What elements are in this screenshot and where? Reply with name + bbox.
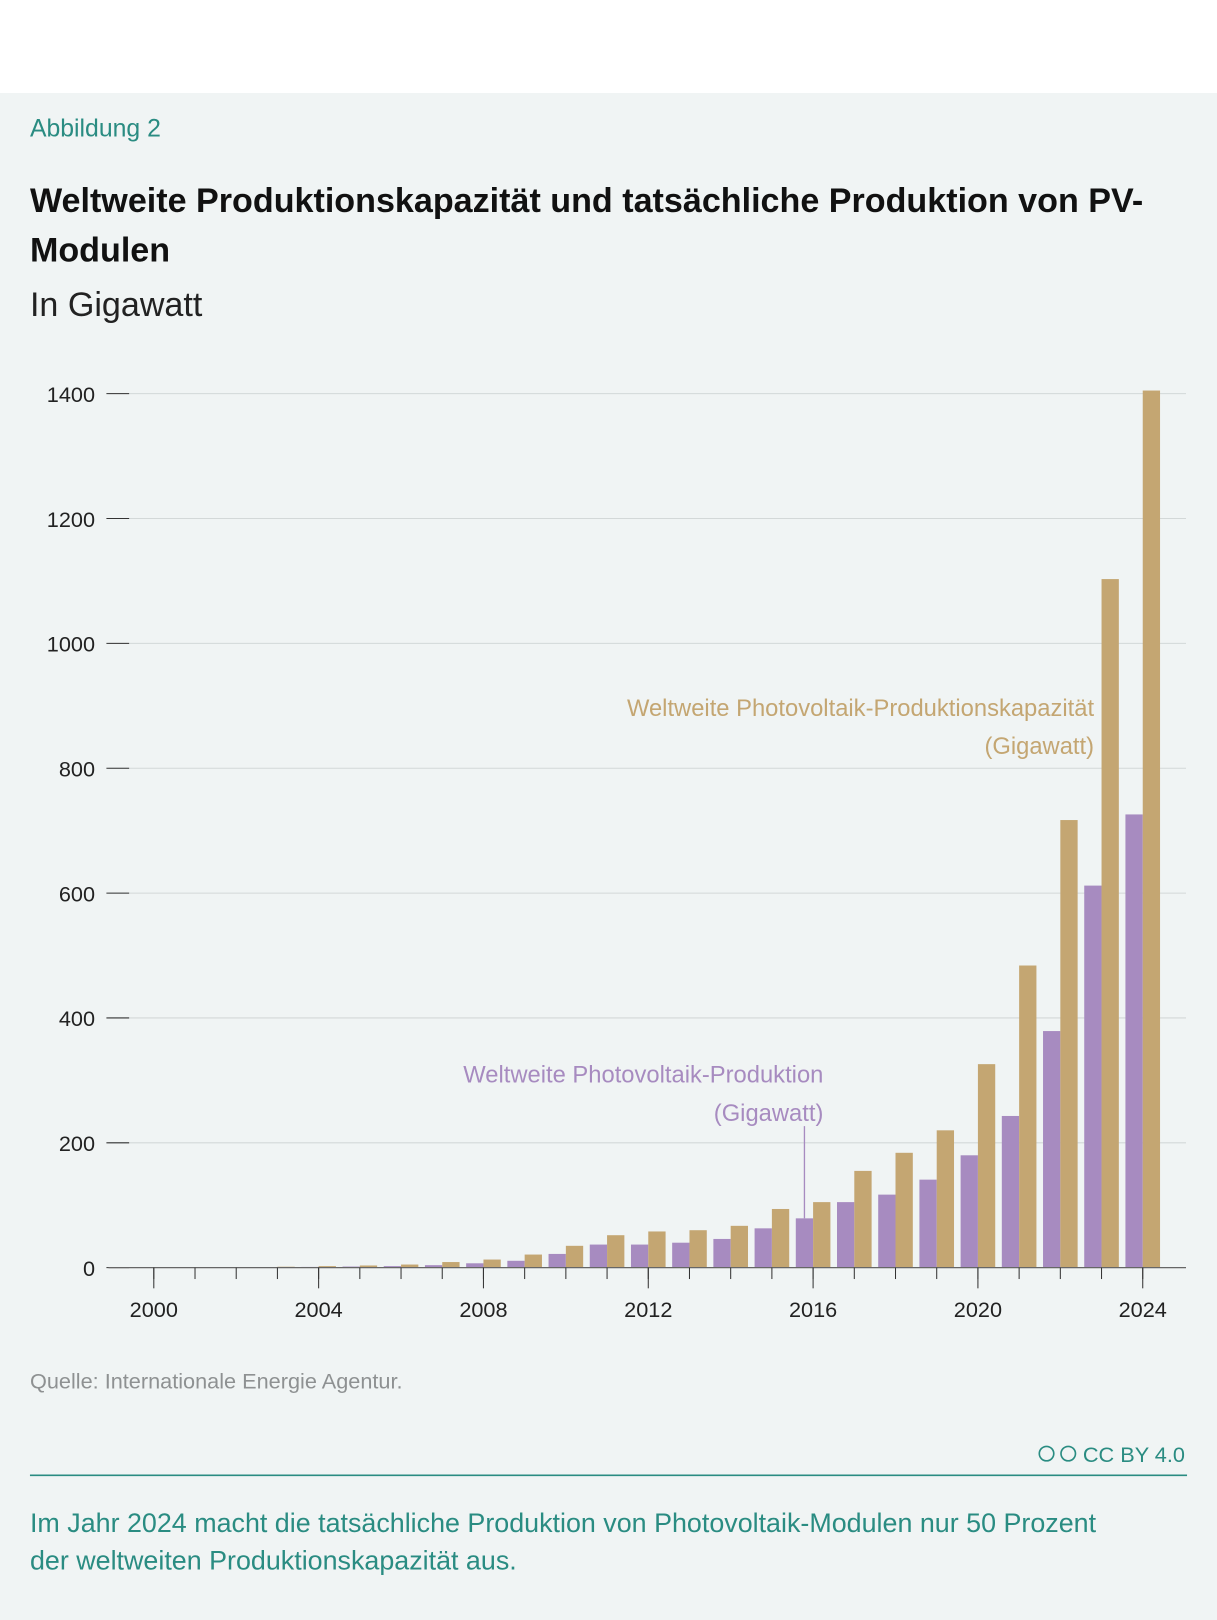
bar [524, 1254, 542, 1268]
bar [672, 1242, 690, 1268]
y-tick-label: 800 [59, 756, 95, 781]
x-tick-label: 2012 [624, 1297, 672, 1322]
legend-entry: Weltweite Photovoltaik-Produktion (Gigaw… [463, 1061, 824, 1127]
bar [483, 1259, 501, 1268]
y-tick-label: 400 [59, 1006, 95, 1031]
bar [424, 1265, 443, 1268]
bar [754, 1228, 772, 1268]
y-tick-label: 0 [83, 1256, 95, 1281]
bar [960, 1155, 978, 1268]
bar [607, 1235, 625, 1268]
legend-entry: Weltweite Photovoltaik-Produktionskapazi… [626, 694, 1095, 760]
chart-subtitle: In Gigawatt [30, 286, 203, 324]
x-tick-label: 2024 [1119, 1297, 1167, 1322]
y-tick-label: 1400 [47, 382, 95, 407]
source: Quelle: Internationale Energie Agentur. [30, 1369, 403, 1394]
x-tick-label: 2008 [459, 1297, 507, 1322]
bar [977, 1064, 996, 1268]
bar [813, 1202, 831, 1268]
license-icons [1038, 1445, 1077, 1462]
x-tick-label: 2020 [954, 1297, 1002, 1322]
bar [1043, 1031, 1061, 1268]
bar [318, 1266, 336, 1268]
bar [795, 1218, 814, 1268]
bar [689, 1230, 707, 1268]
series-label-box: Weltweite Photovoltaik-Produktionskapazi… [626, 694, 1095, 760]
bar [895, 1152, 913, 1268]
bar [730, 1225, 748, 1268]
panel [0, 93, 1217, 1620]
bar [548, 1253, 566, 1268]
y-tick-label: 1000 [47, 632, 95, 657]
bar [936, 1130, 955, 1268]
bar [507, 1260, 525, 1268]
caption-box: Im Jahr 2024 macht die tatsächliche Prod… [29, 1507, 1097, 1576]
bar [565, 1245, 584, 1268]
bar [1142, 390, 1161, 1268]
bar [1125, 814, 1143, 1268]
bar [630, 1244, 649, 1268]
bar [1001, 1115, 1020, 1268]
bar [919, 1179, 937, 1268]
x-tick-label: 2004 [295, 1297, 343, 1322]
license: CC BY 4.0 [1083, 1442, 1185, 1467]
bar [1019, 965, 1037, 1268]
bar [442, 1262, 460, 1268]
series-label-box: Weltweite Photovoltaik-Produktion (Gigaw… [463, 1061, 824, 1127]
figure-label: Abbildung 2 [30, 115, 161, 142]
y-tick-label: 1200 [47, 507, 95, 532]
bar [648, 1231, 666, 1268]
bar [383, 1266, 402, 1268]
bar [401, 1264, 419, 1268]
bar [854, 1170, 872, 1268]
y-tick-label: 600 [59, 881, 95, 906]
bar [589, 1244, 608, 1268]
bar [713, 1238, 731, 1268]
bar [1060, 820, 1078, 1268]
bar [359, 1265, 378, 1268]
y-tick-label: 200 [59, 1131, 95, 1156]
x-tick-label: 2016 [789, 1297, 837, 1322]
bar [878, 1194, 896, 1268]
bar [1084, 885, 1102, 1268]
bar [1101, 579, 1119, 1268]
title-box: Weltweite Produktionskapazität und tatsä… [29, 180, 1144, 269]
bar [771, 1208, 790, 1268]
x-tick-label: 2000 [130, 1297, 178, 1322]
caption: Im Jahr 2024 macht die tatsächliche Prod… [29, 1507, 1097, 1576]
bar [836, 1202, 855, 1268]
chart-title: Weltweite Produktionskapazität und tatsä… [29, 180, 1144, 269]
bar [466, 1263, 484, 1268]
